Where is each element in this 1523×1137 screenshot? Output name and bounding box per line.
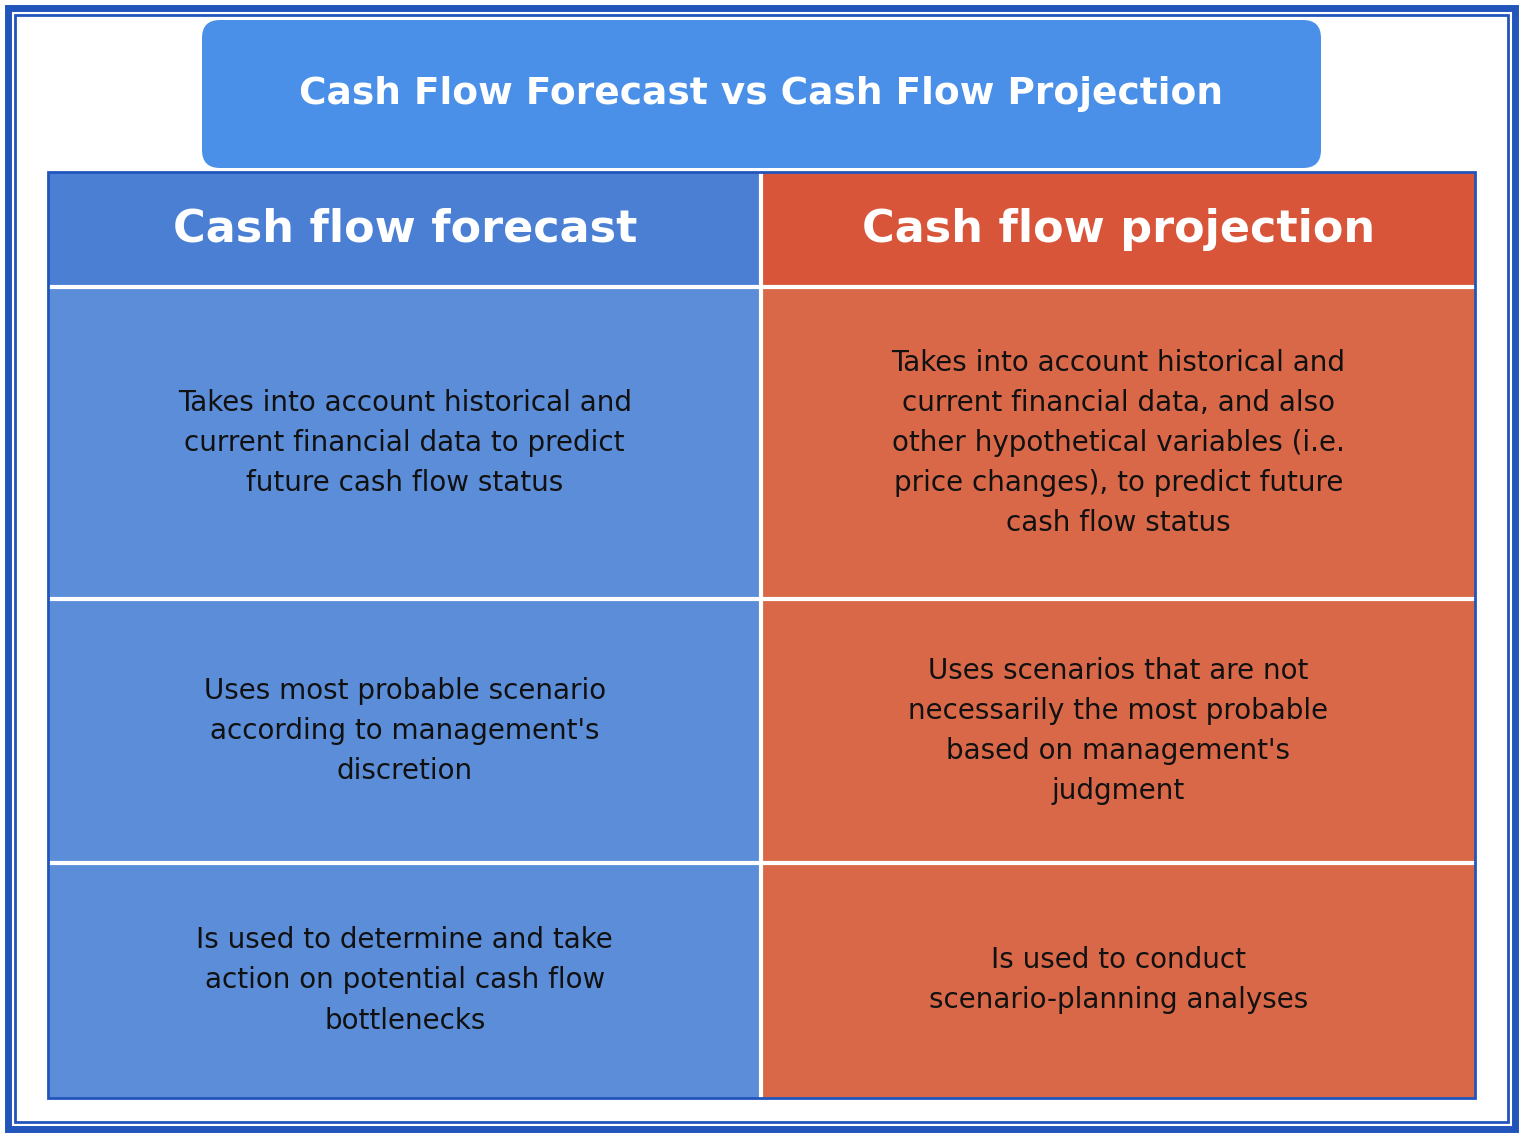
Text: Uses scenarios that are not
necessarily the most probable
based on management's
: Uses scenarios that are not necessarily … [908, 657, 1328, 805]
Bar [762, 172, 1474, 287]
Text: Takes into account historical and
current financial data, and also
other hypothe: Takes into account historical and curren… [891, 349, 1345, 538]
Text: Cash flow forecast: Cash flow forecast [172, 208, 637, 251]
Bar [762, 863, 1474, 1098]
Bar [49, 172, 1474, 1098]
Bar [49, 287, 762, 599]
Text: Cash Flow Forecast vs Cash Flow Projection: Cash Flow Forecast vs Cash Flow Projecti… [300, 76, 1223, 113]
Bar [49, 599, 762, 863]
Bar [762, 287, 1474, 599]
Text: Uses most probable scenario
according to management's
discretion: Uses most probable scenario according to… [204, 677, 606, 786]
Text: Is used to determine and take
action on potential cash flow
bottlenecks: Is used to determine and take action on … [196, 927, 614, 1035]
Text: Cash flow projection: Cash flow projection [862, 208, 1375, 251]
Bar [762, 599, 1474, 863]
Text: Is used to conduct
scenario-planning analyses: Is used to conduct scenario-planning ana… [929, 946, 1308, 1014]
Bar [49, 863, 762, 1098]
FancyBboxPatch shape [203, 20, 1320, 168]
Text: Takes into account historical and
current financial data to predict
future cash : Takes into account historical and curren… [178, 389, 632, 497]
Bar [49, 172, 762, 287]
